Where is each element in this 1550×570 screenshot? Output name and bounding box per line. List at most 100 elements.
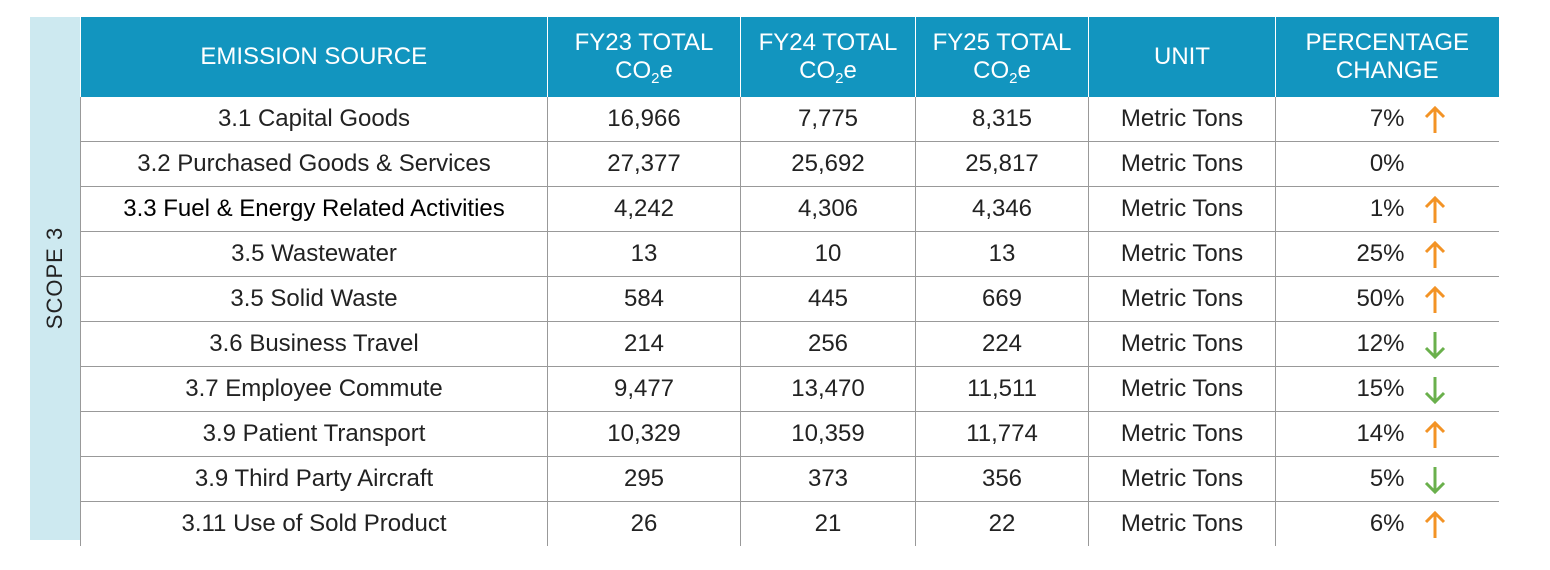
cell: 256 xyxy=(740,321,916,367)
cell: 3.9 Third Party Aircraft xyxy=(80,456,548,502)
cell: 3.11 Use of Sold Product xyxy=(80,501,548,546)
cell-text: Metric Tons xyxy=(1120,150,1244,177)
cell-text: 3.3 Fuel & Energy Related Activities xyxy=(123,195,505,222)
header-cell: EMISSION SOURCE xyxy=(80,17,548,97)
cell-text: Metric Tons xyxy=(1120,510,1244,537)
header-unit: e xyxy=(1017,57,1031,84)
cell: 10,329 xyxy=(547,411,741,457)
cell: Metric Tons xyxy=(1088,276,1276,322)
trend-arrow xyxy=(1424,332,1446,360)
cell: 214 xyxy=(547,321,741,367)
cell-text: 3.5 Solid Waste xyxy=(230,285,398,312)
cell-text: 9,477 xyxy=(613,375,675,402)
cell-text: 3.7 Employee Commute xyxy=(185,375,443,402)
cell-text: Metric Tons xyxy=(1120,375,1244,402)
percent-text: 1% xyxy=(1369,195,1405,222)
cell-text: 11,774 xyxy=(966,420,1038,447)
cell-text: 10,359 xyxy=(791,420,865,447)
emissions-table-panel: SCOPE 3 EMISSION SOURCE FY23 TOTAL CO2e FY2… xyxy=(30,17,1499,546)
arrow-shape xyxy=(1424,105,1446,133)
cell: 3.6 Business Travel xyxy=(80,321,548,367)
cell-text: 11,511 xyxy=(967,375,1037,402)
side-label: SCOPE 3 xyxy=(42,226,67,330)
header-line: FY23 TOTAL xyxy=(574,29,714,56)
trend-arrow xyxy=(1424,195,1446,223)
cell-text: 3.6 Business Travel xyxy=(209,330,419,357)
table-row: 3.1 Capital Goods 16,966 7,775 8,315 Metric … xyxy=(80,97,1499,142)
cell-text: Metric Tons xyxy=(1120,465,1244,492)
cell: 9,477 xyxy=(547,366,741,412)
percent-text: 0% xyxy=(1369,150,1405,177)
cell-text: 26 xyxy=(630,510,658,537)
cell: 27,377 xyxy=(547,141,741,187)
cell: 3.9 Patient Transport xyxy=(80,411,548,457)
header-line: PERCENTAGE xyxy=(1305,29,1470,56)
percent-cell: 14% xyxy=(1275,411,1499,457)
percent-text: 12% xyxy=(1356,330,1405,357)
percent-text: 5% xyxy=(1369,465,1405,492)
percent-cell: 7% xyxy=(1275,97,1499,142)
header-text: EMISSION SOURCE xyxy=(200,43,428,70)
header-line: FY25 TOTAL xyxy=(932,29,1072,56)
cell: 11,774 xyxy=(915,411,1089,457)
cell-text: Metric Tons xyxy=(1120,195,1244,222)
table: EMISSION SOURCE FY23 TOTAL CO2e FY24 TOTAL C… xyxy=(80,17,1499,546)
cell-text: 3.9 Patient Transport xyxy=(202,420,426,447)
header-cell: FY24 TOTAL CO2e xyxy=(740,17,916,97)
arrow-shape xyxy=(1424,510,1446,538)
percent-text: 25% xyxy=(1356,240,1405,267)
cell: 10 xyxy=(740,231,916,277)
cell-text: 13 xyxy=(988,240,1016,267)
cell: 295 xyxy=(547,456,741,502)
cell: 3.5 Solid Waste xyxy=(80,276,548,322)
percent-cell: 25% xyxy=(1275,231,1499,277)
header-subscript: 2 xyxy=(1009,70,1018,87)
header-cell: PERCENTAGE CHANGE xyxy=(1275,17,1499,97)
percent-cell: 5% xyxy=(1275,456,1499,502)
cell: Metric Tons xyxy=(1088,456,1276,502)
cell: 22 xyxy=(915,501,1089,546)
cell-text: 669 xyxy=(981,285,1023,312)
trend-arrow xyxy=(1424,105,1446,133)
cell: 3.5 Wastewater xyxy=(80,231,548,277)
arrow-shape xyxy=(1424,420,1446,448)
table-row: 3.9 Third Party Aircraft 295 373 356 Metric … xyxy=(80,456,1499,502)
cell-text: 25,692 xyxy=(791,150,865,177)
cell: 445 xyxy=(740,276,916,322)
header-unit: e xyxy=(659,57,673,84)
percent-text: 6% xyxy=(1369,510,1405,537)
trend-arrow xyxy=(1424,377,1446,405)
cell-text: 13,470 xyxy=(791,375,865,402)
cell: 4,306 xyxy=(740,186,916,232)
table-row: 3.11 Use of Sold Product 26 21 22 Metric Ton… xyxy=(80,501,1499,546)
arrow-shape xyxy=(1424,377,1446,405)
cell: 3.3 Fuel & Energy Related Activities xyxy=(80,186,548,232)
cell-text: 256 xyxy=(807,330,849,357)
cell: Metric Tons xyxy=(1088,321,1276,367)
header-unit: CO xyxy=(973,57,1010,84)
cell-text: 295 xyxy=(623,465,665,492)
header-unit: CO xyxy=(799,57,836,84)
percent-text: 50% xyxy=(1356,285,1405,312)
cell-text: 4,306 xyxy=(797,195,859,222)
cell-text: 3.1 Capital Goods xyxy=(217,105,411,132)
cell: 10,359 xyxy=(740,411,916,457)
percent-cell: 1% xyxy=(1275,186,1499,232)
arrow-shape xyxy=(1424,285,1446,313)
cell-text: 7,775 xyxy=(797,105,859,132)
cell-text: 4,242 xyxy=(613,195,675,222)
table-row: 3.9 Patient Transport 10,329 10,359 11,774 M… xyxy=(80,411,1499,457)
percent-cell: 15% xyxy=(1275,366,1499,412)
table-row: 3.5 Solid Waste 584 445 669 Metric Tons 50% xyxy=(80,276,1499,322)
cell-text: 224 xyxy=(981,330,1023,357)
cell-text: 10,329 xyxy=(607,420,681,447)
cell: 356 xyxy=(915,456,1089,502)
header-row: EMISSION SOURCE FY23 TOTAL CO2e FY24 TOTAL C… xyxy=(80,17,1499,97)
cell: 584 xyxy=(547,276,741,322)
arrow-shape xyxy=(1424,195,1446,223)
arrow-shape xyxy=(1424,332,1446,360)
trend-arrow xyxy=(1424,467,1446,495)
cell-text: 22 xyxy=(988,510,1016,537)
header-unit: e xyxy=(843,57,857,84)
cell-text: Metric Tons xyxy=(1120,105,1244,132)
